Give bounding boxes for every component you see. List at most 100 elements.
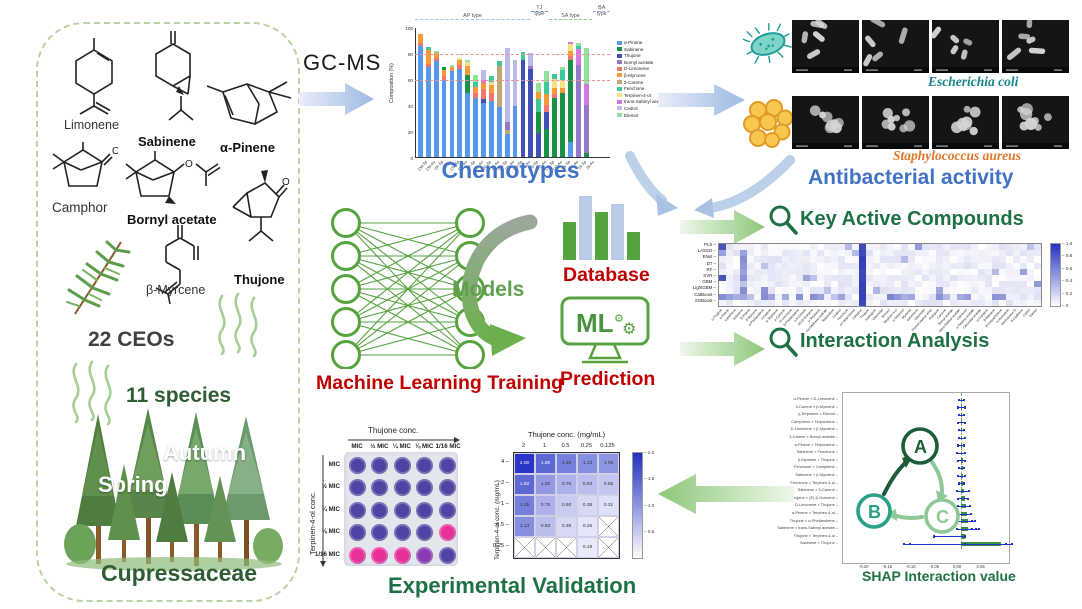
chemotype-bar xyxy=(489,76,494,157)
plate-well xyxy=(393,501,411,519)
ml-training-label: Machine Learning Training xyxy=(316,372,564,394)
models-curved-arrow-icon xyxy=(461,214,538,356)
to-interaction-arrow-icon xyxy=(680,332,765,366)
plate-well xyxy=(349,457,366,474)
plate-well xyxy=(371,501,389,519)
camphor-structure: O xyxy=(52,142,118,187)
chemotype-bar xyxy=(536,82,542,157)
sem-micrograph xyxy=(792,96,859,149)
sem-micrograph xyxy=(862,96,929,149)
bornyl-acetate-label: Bornyl acetate xyxy=(127,212,217,227)
camphor-label: Camphor xyxy=(52,200,108,215)
plate-well xyxy=(349,479,366,497)
sem-micrograph xyxy=(932,20,999,73)
svg-text:A: A xyxy=(914,437,927,457)
plate-well xyxy=(416,524,434,542)
plate-well xyxy=(416,546,434,564)
thujone-label: Thujone xyxy=(234,272,285,287)
plate-well xyxy=(349,501,366,519)
family-label: Cupressaceae xyxy=(101,560,257,586)
sem-micrograph xyxy=(932,96,999,149)
plate-well xyxy=(416,457,434,474)
saureus-bacteria-icon xyxy=(743,99,794,148)
validation-caption: Experimental Validation xyxy=(388,573,637,598)
antibacterial-title: Antibacterial activity xyxy=(808,166,1014,189)
plate-well xyxy=(416,479,434,497)
plate-top-label: Thujone conc. xyxy=(368,426,419,435)
shap-zero-line xyxy=(961,393,962,549)
myrcene-structure xyxy=(155,225,199,305)
apinene-structure xyxy=(206,81,292,125)
gcms-label: GC-MS xyxy=(303,50,382,75)
ml-monitor-text: ML xyxy=(576,308,614,338)
chemotype-bar xyxy=(567,41,573,157)
shap-rows xyxy=(843,396,1014,548)
shap-plot xyxy=(842,392,1014,564)
chemotype-bar xyxy=(441,67,447,157)
key-compounds-title: Key Active Compounds xyxy=(800,208,1024,230)
fici-heatmap: 2.00 1.50 1.25 1.13 1.06 1.50 1.00 0.75 0.63 0.56… xyxy=(513,452,620,559)
chemotype-bar xyxy=(457,58,463,157)
plate-well xyxy=(371,457,389,474)
plate-well xyxy=(371,479,389,497)
chemotype-bar xyxy=(481,70,486,157)
chemotype-bar xyxy=(473,75,479,157)
svg-text:⚙: ⚙ xyxy=(614,313,624,325)
shap-row-labels: α-Pinene × D-Limonene –3-Carene × β-Myrc… xyxy=(777,396,838,546)
abc-interaction-diagram: A B C xyxy=(856,427,960,534)
forest-image xyxy=(64,408,283,571)
fici-colorbar xyxy=(632,452,643,559)
chemotype-bar xyxy=(465,59,471,157)
svg-text:O: O xyxy=(112,146,118,157)
chemotype-y-axis-label: Composition (%) xyxy=(389,63,395,103)
fici-title: Thujone conc. (mg/mL) xyxy=(528,430,606,439)
chemotype-legend: α-Pinene Sabinene Thujone Bornyl acetate D-L… xyxy=(617,40,667,119)
chemotypes-title: Chemotypes xyxy=(441,157,580,183)
magnifier-icon xyxy=(769,205,798,235)
plate-left-arrow xyxy=(320,455,326,567)
aroma-waves-icon xyxy=(72,360,112,426)
sabinene-structure xyxy=(155,31,194,121)
to-key-compounds-arrow-icon xyxy=(680,210,765,244)
plate-well xyxy=(393,546,411,564)
ceos-count-label: 22 CEOs xyxy=(88,328,175,351)
chemotype-bar xyxy=(418,34,423,157)
chemotype-bar xyxy=(504,48,510,157)
plate-well xyxy=(393,457,411,474)
sem-micrograph xyxy=(792,20,859,73)
plate-well xyxy=(349,524,366,542)
thujone-structure: O xyxy=(232,170,290,242)
shap-caption: SHAP Interaction value xyxy=(862,568,1016,584)
to-validation-arrow-icon xyxy=(658,474,794,514)
limonene-label: Limonene xyxy=(64,118,119,132)
ecoli-bacterium-icon xyxy=(743,23,792,64)
magnifier-icon xyxy=(769,327,798,357)
kac-row-labels: PLS – LASSO – ENet – DT – RF – SVR – GBM – Ligh… xyxy=(692,242,716,303)
chemotype-bar xyxy=(575,43,581,157)
sem-micrograph xyxy=(1002,96,1069,149)
chemotype-bar xyxy=(544,71,550,157)
chemotype-chart: Composition (%) AP type TJ type SA type BA … xyxy=(389,5,668,183)
plate-well xyxy=(371,546,389,564)
chemotype-bar xyxy=(449,64,455,157)
prediction-label: Prediction xyxy=(560,368,656,390)
plate-well xyxy=(438,479,456,497)
models-label: Models xyxy=(452,278,525,301)
sem-micrograph xyxy=(862,20,929,73)
ml-monitor-icon: ML ⚙ ⚙ xyxy=(560,296,650,364)
myrcene-label: β-Myrcene xyxy=(146,283,206,297)
season-autumn-label: Autumn xyxy=(163,440,247,465)
plate-well xyxy=(438,546,456,564)
plate-top-arrow xyxy=(348,437,460,443)
kac-heatmap xyxy=(718,243,1042,307)
plate-well xyxy=(393,524,411,542)
chemotype-bar xyxy=(560,67,565,157)
gcms-arrow-icon xyxy=(299,83,374,115)
cedar-twig-image xyxy=(66,240,131,315)
svg-text:O: O xyxy=(282,177,290,188)
chemotype-bar xyxy=(583,48,589,157)
plate-well xyxy=(438,457,456,474)
plate-well xyxy=(438,524,456,542)
plate-well xyxy=(416,501,434,519)
